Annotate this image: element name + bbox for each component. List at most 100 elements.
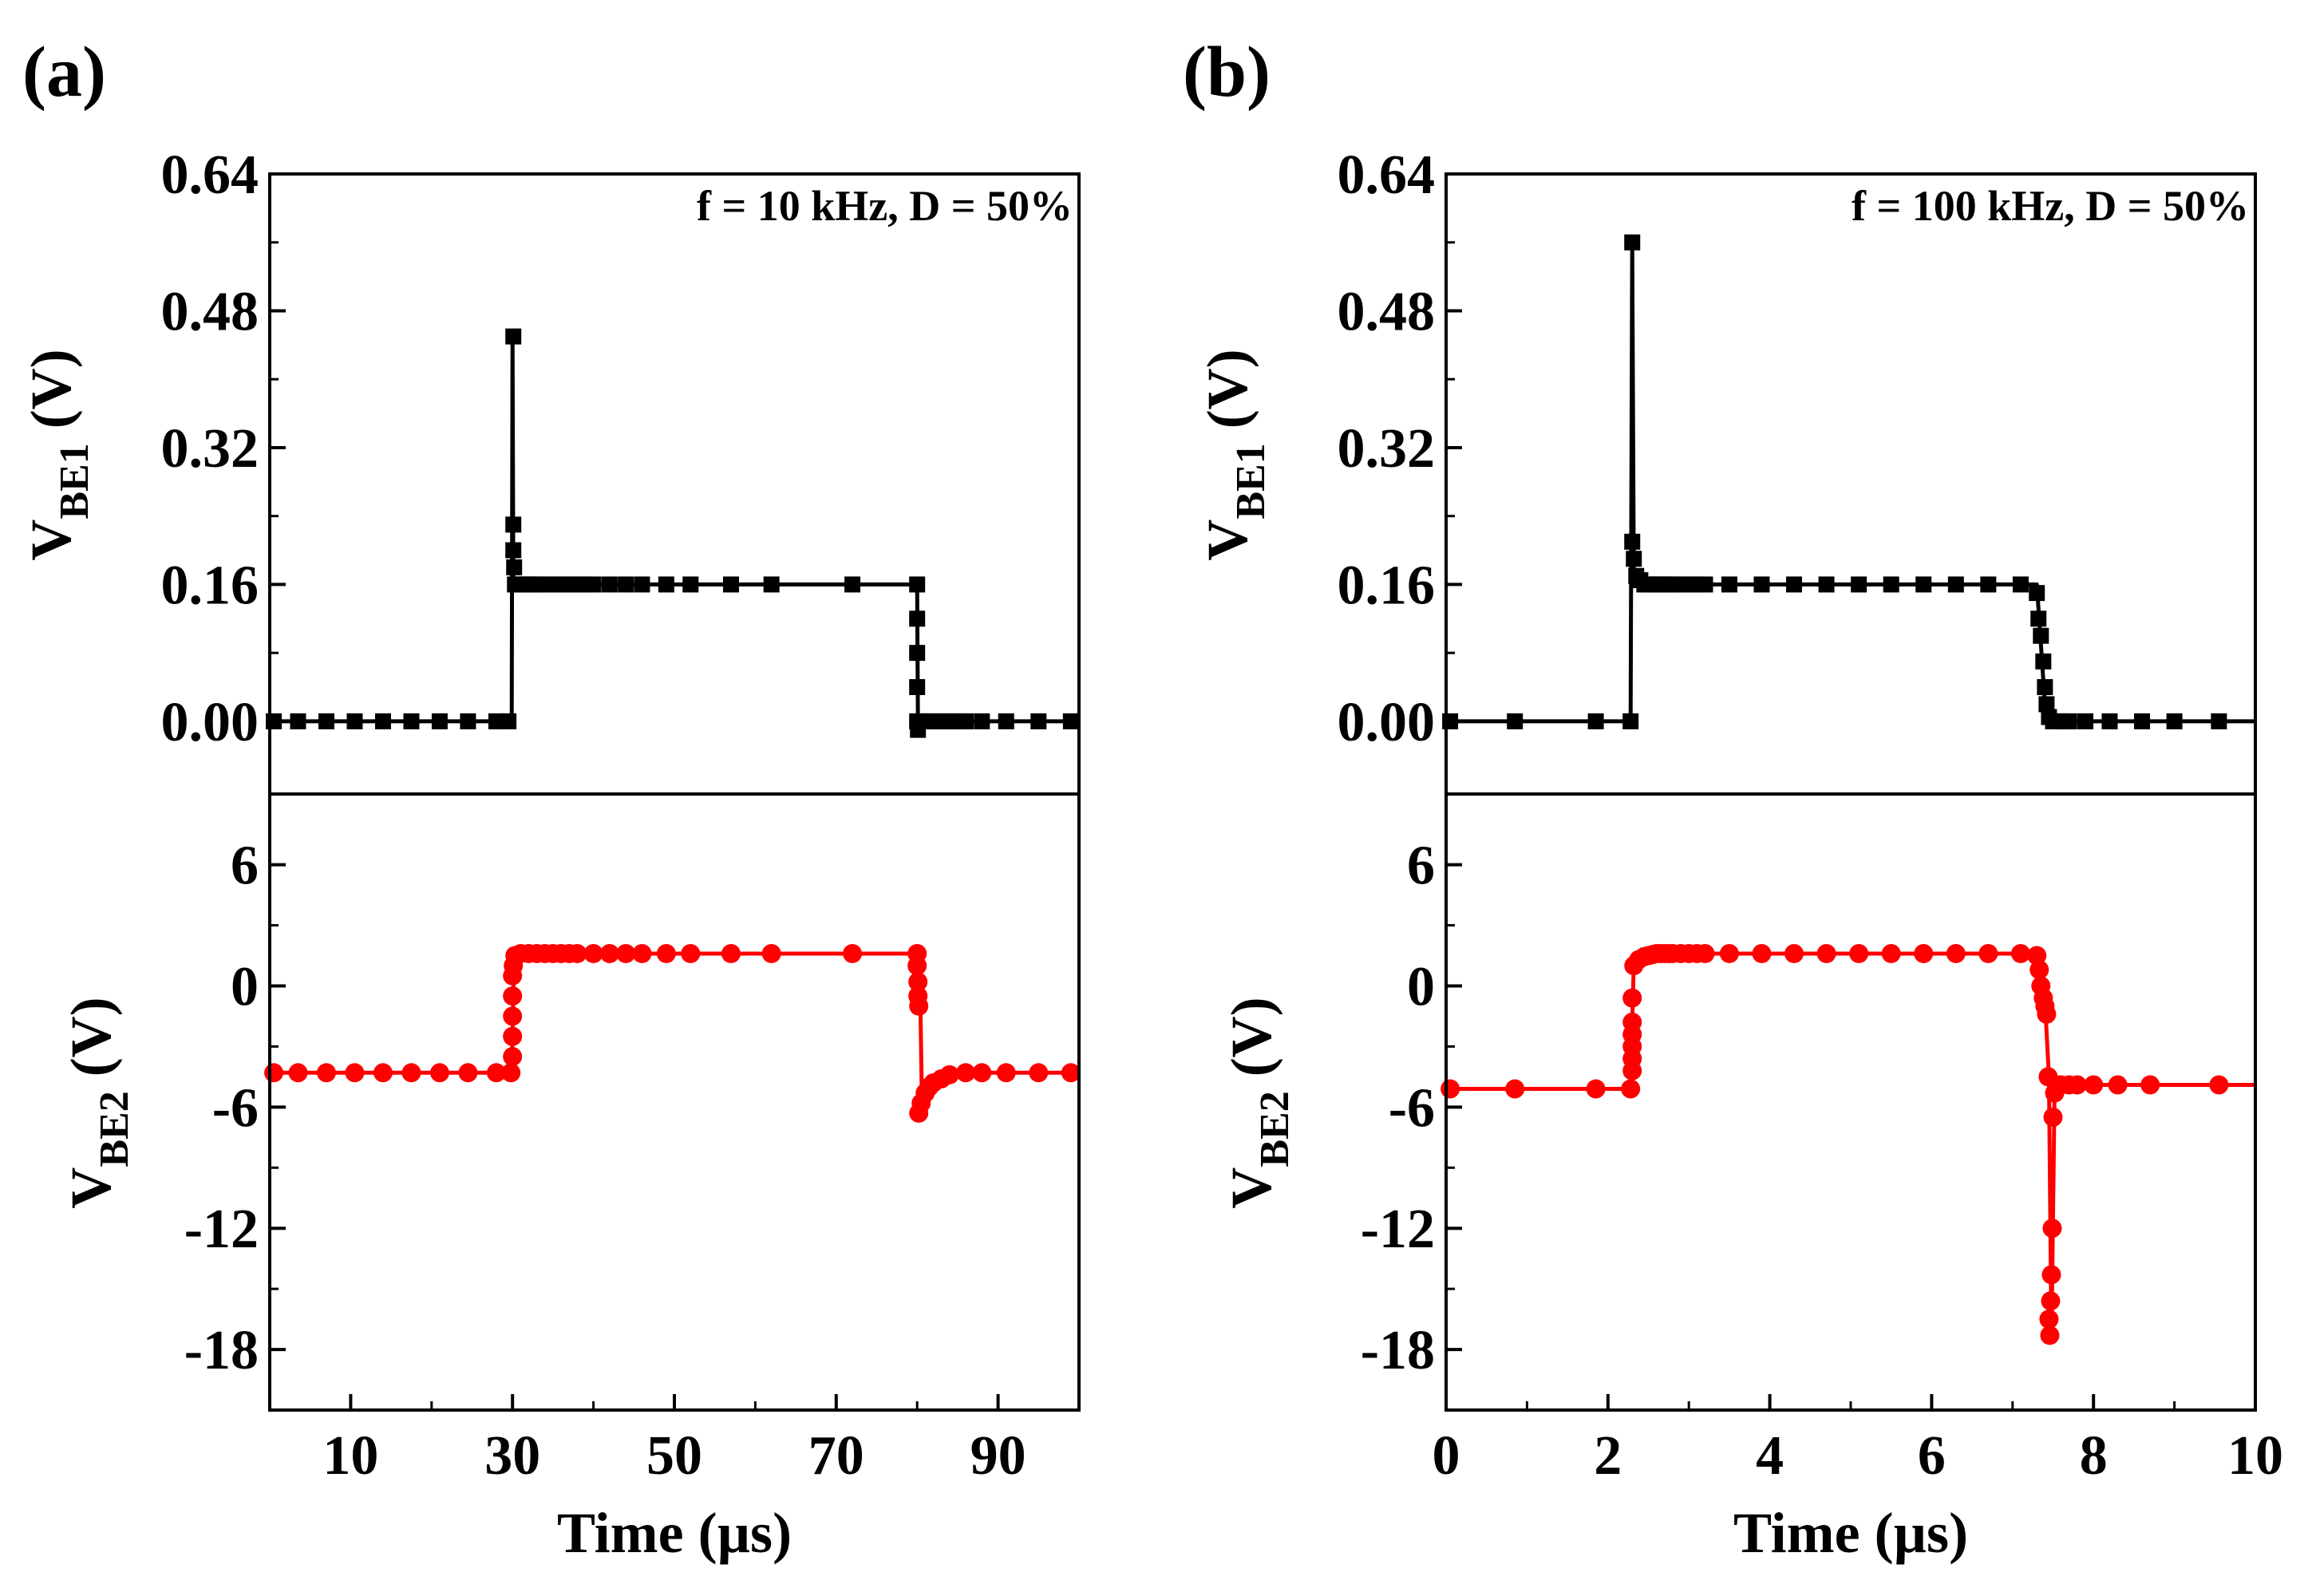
marker-b-top-35 [2037,679,2053,696]
marker-b-bottom-8 [1622,1013,1642,1033]
marker-b-bottom-46 [2043,1107,2063,1127]
marker-a-top-28 [601,576,618,593]
marker-a-top-33 [722,576,739,593]
marker-a-top-31 [658,576,674,593]
ytick-label-b-top-1: 0.16 [1338,555,1436,616]
marker-b-top-23 [1786,576,1803,593]
marker-a-bottom-47 [972,1063,992,1083]
panel-b-bottom-frame [1445,792,2257,1412]
series-line-b-bottom [1446,951,2255,1341]
marker-b-top-33 [2033,627,2049,644]
marker-b-bottom-33 [2010,943,2030,963]
marker-a-top-32 [682,576,699,593]
marker-a-top-49 [998,713,1014,729]
marker-a-bottom-50 [1061,1063,1081,1083]
ytick-label-a-top-0: 0.00 [161,692,259,753]
marker-a-top-7 [460,713,476,729]
marker-a-bottom-24 [567,943,587,963]
marker-a-bottom-36 [908,972,928,992]
panel-a-bottom-plot: 6 0 -6 -12 -18 10 30 50 70 90 [184,792,1081,1487]
marker-b-top-1 [1507,713,1524,729]
marker-a-bottom-25 [583,943,603,963]
marker-b-top-45 [2211,713,2227,729]
marker-b-bottom-2 [1586,1079,1606,1099]
marker-b-bottom-51 [2067,1075,2087,1095]
marker-a-top-27 [585,576,602,593]
xtick-label-b-5: 10 [2227,1425,2283,1487]
marker-a-bottom-32 [761,943,781,963]
panel-a-top-frame [268,172,1081,796]
panel-b-bottom-plot: 6 0 -6 -12 -18 0 2 4 6 8 10 [1361,792,2283,1487]
panel-b-top-frame [1445,172,2257,796]
ytick-label-a-bottom-0: 6 [231,836,259,897]
marker-b-bottom-9 [1622,988,1642,1008]
marker-a-bottom-38 [909,996,929,1016]
marker-a-bottom-35 [907,956,927,976]
marker-a-bottom-31 [721,943,741,963]
marker-a-top-13 [506,559,523,575]
panel-a-bottom-frame [268,792,1081,1412]
xtick-label-a-1: 30 [484,1425,540,1487]
marker-b-top-5 [1624,533,1641,550]
xtick-label-a-3: 70 [808,1425,864,1487]
panel-a-xlabel: Time (µs) [557,1501,792,1565]
marker-a-top-50 [1030,713,1047,729]
marker-b-top-24 [1818,576,1835,593]
series-line-a-top [270,334,1079,724]
marker-b-top-21 [1721,576,1737,593]
ytick-label-a-top-1: 0.16 [161,555,259,616]
marker-b-bottom-52 [2084,1075,2104,1095]
marker-a-top-5 [403,713,420,729]
panel-b-xlabel: Time (µs) [1733,1501,1968,1565]
marker-b-top-44 [2166,713,2183,729]
marker-a-top-2 [318,713,334,729]
marker-a-top-48 [974,713,990,729]
marker-b-top-29 [1980,576,1997,593]
marker-b-top-28 [1947,576,1964,593]
marker-a-bottom-8 [486,1063,506,1083]
marker-a-top-3 [346,713,363,729]
marker-b-top-34 [2035,653,2052,670]
marker-a-top-9 [500,713,517,729]
ytick-label-b-bottom-0: 6 [1407,836,1435,897]
marker-b-top-6 [1626,551,1642,567]
marker-a-top-4 [374,713,391,729]
xtick-label-b-2: 4 [1756,1425,1784,1487]
marker-b-bottom-43 [2041,1291,2061,1311]
marker-a-bottom-28 [632,943,652,963]
marker-a-top-6 [431,713,448,729]
marker-a-top-34 [763,576,780,593]
panel-b-bottom-ylabel: VBE2 (V) [1219,997,1298,1208]
marker-b-bottom-39 [2037,1004,2057,1024]
marker-b-bottom-41 [2039,1310,2059,1329]
marker-b-bottom-35 [2029,960,2049,980]
panel-b-top-ylabel: VBE1 (V) [1196,349,1274,560]
marker-b-top-4 [1624,234,1641,251]
xtick-label-b-0: 0 [1433,1425,1460,1487]
marker-a-top-12 [505,516,522,533]
panel-b-annotation: f = 100 kHz, D = 50% [1852,182,2249,230]
marker-b-bottom-44 [2041,1265,2061,1285]
marker-b-top-42 [2101,713,2118,729]
marker-b-bottom-0 [1441,1079,1460,1099]
marker-b-top-20 [1697,576,1713,593]
marker-b-top-22 [1753,576,1770,593]
marker-a-bottom-12 [503,1006,523,1026]
marker-a-top-29 [618,576,634,593]
marker-a-bottom-46 [956,1063,976,1083]
marker-b-top-2 [1587,713,1604,729]
panel-a-label: (a) [22,33,106,112]
marker-b-top-31 [2029,585,2045,602]
marker-b-bottom-53 [2108,1075,2128,1095]
ytick-label-a-top-2: 0.32 [161,418,259,480]
marker-b-top-36 [2038,696,2055,713]
marker-a-bottom-9 [501,1063,521,1083]
marker-a-bottom-48 [996,1063,1016,1083]
ytick-label-a-bottom-1: 0 [231,956,259,1017]
marker-b-bottom-32 [1978,943,1998,963]
ytick-label-b-bottom-3: -12 [1361,1199,1435,1260]
marker-b-top-26 [1883,576,1899,593]
marker-b-bottom-28 [1849,943,1869,963]
marker-a-bottom-3 [345,1063,365,1083]
